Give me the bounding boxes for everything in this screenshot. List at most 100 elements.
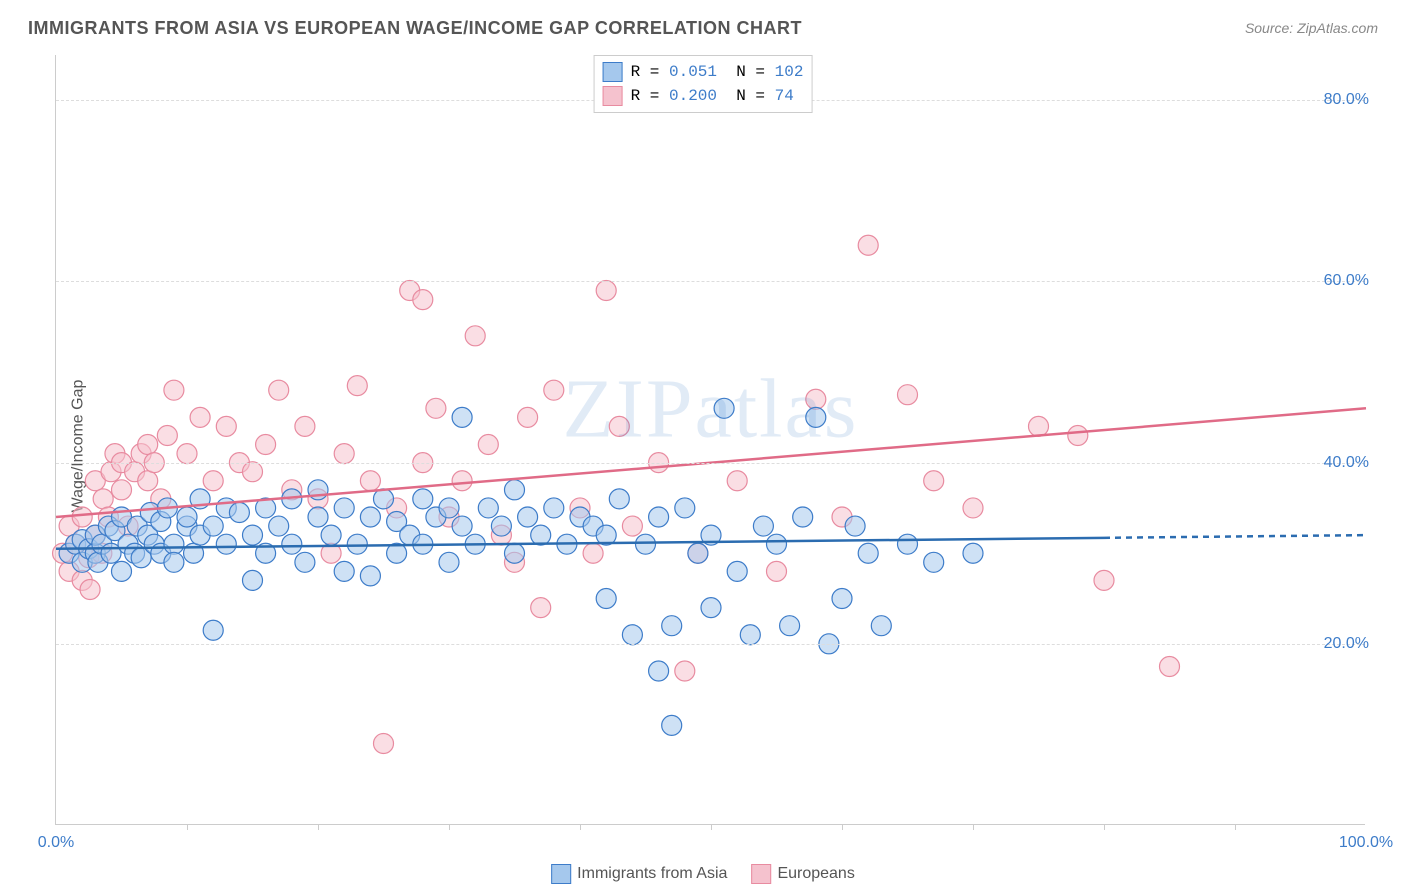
series-legend: Immigrants from AsiaEuropeans	[551, 864, 855, 884]
data-point	[295, 552, 315, 572]
data-point	[295, 416, 315, 436]
data-point	[636, 534, 656, 554]
trend-line	[56, 538, 1104, 549]
stats-legend: R = 0.051 N = 102 R = 0.200 N = 74	[594, 55, 813, 113]
data-point	[164, 552, 184, 572]
data-point	[112, 561, 132, 581]
chart-title: IMMIGRANTS FROM ASIA VS EUROPEAN WAGE/IN…	[28, 18, 802, 39]
data-point	[190, 407, 210, 427]
gridline	[56, 644, 1365, 645]
plot-area: ZIPatlas 20.0%40.0%60.0%80.0%0.0%100.0%	[55, 55, 1365, 825]
data-point	[478, 498, 498, 518]
y-tick-label: 20.0%	[1324, 635, 1369, 653]
data-point	[93, 489, 113, 509]
data-point	[112, 480, 132, 500]
x-tick-mark	[711, 824, 712, 830]
data-point	[505, 480, 525, 500]
data-point	[963, 498, 983, 518]
data-point	[452, 471, 472, 491]
data-point	[229, 502, 249, 522]
data-point	[518, 407, 538, 427]
x-tick-mark	[580, 824, 581, 830]
data-point	[780, 616, 800, 636]
y-tick-label: 80.0%	[1324, 91, 1369, 109]
data-point	[216, 416, 236, 436]
data-point	[203, 516, 223, 536]
gridline	[56, 463, 1365, 464]
data-point	[898, 385, 918, 405]
stats-text: R = 0.051 N = 102	[631, 63, 804, 81]
data-point	[662, 616, 682, 636]
data-point	[452, 516, 472, 536]
y-tick-label: 60.0%	[1324, 272, 1369, 290]
data-point	[924, 552, 944, 572]
data-point	[898, 534, 918, 554]
data-point	[478, 435, 498, 455]
scatter-chart	[56, 55, 1365, 824]
data-point	[753, 516, 773, 536]
data-point	[871, 616, 891, 636]
data-point	[714, 398, 734, 418]
data-point	[334, 561, 354, 581]
y-tick-label: 40.0%	[1324, 454, 1369, 472]
trend-line	[1104, 535, 1366, 538]
data-point	[203, 620, 223, 640]
x-tick-mark	[187, 824, 188, 830]
data-point	[334, 444, 354, 464]
data-point	[1068, 425, 1088, 445]
data-point	[740, 625, 760, 645]
data-point	[727, 561, 747, 581]
data-point	[282, 534, 302, 554]
stats-legend-row: R = 0.051 N = 102	[603, 60, 804, 84]
data-point	[439, 498, 459, 518]
data-point	[374, 489, 394, 509]
data-point	[963, 543, 983, 563]
data-point	[164, 380, 184, 400]
data-point	[269, 516, 289, 536]
data-point	[649, 507, 669, 527]
data-point	[243, 570, 263, 590]
gridline	[56, 281, 1365, 282]
data-point	[806, 407, 826, 427]
data-point	[269, 380, 289, 400]
x-tick-label: 100.0%	[1339, 834, 1393, 852]
stats-legend-row: R = 0.200 N = 74	[603, 84, 804, 108]
data-point	[439, 552, 459, 572]
data-point	[413, 290, 433, 310]
data-point	[675, 661, 695, 681]
data-point	[505, 543, 525, 563]
legend-label: Europeans	[777, 865, 854, 883]
data-point	[308, 507, 328, 527]
data-point	[1094, 570, 1114, 590]
data-point	[544, 498, 564, 518]
x-tick-mark	[973, 824, 974, 830]
data-point	[360, 471, 380, 491]
data-point	[609, 489, 629, 509]
data-point	[1160, 656, 1180, 676]
data-point	[583, 543, 603, 563]
data-point	[845, 516, 865, 536]
stats-text: R = 0.200 N = 74	[631, 87, 794, 105]
data-point	[374, 733, 394, 753]
data-point	[177, 507, 197, 527]
data-point	[256, 435, 276, 455]
data-point	[858, 543, 878, 563]
data-point	[622, 625, 642, 645]
data-point	[491, 516, 511, 536]
x-tick-label: 0.0%	[38, 834, 74, 852]
data-point	[806, 389, 826, 409]
data-point	[858, 235, 878, 255]
data-point	[347, 376, 367, 396]
data-point	[243, 525, 263, 545]
data-point	[347, 534, 367, 554]
legend-swatch	[551, 864, 571, 884]
data-point	[80, 579, 100, 599]
x-tick-mark	[1235, 824, 1236, 830]
data-point	[596, 281, 616, 301]
data-point	[531, 525, 551, 545]
data-point	[465, 326, 485, 346]
data-point	[72, 507, 92, 527]
x-tick-mark	[318, 824, 319, 830]
data-point	[1029, 416, 1049, 436]
data-point	[138, 435, 158, 455]
